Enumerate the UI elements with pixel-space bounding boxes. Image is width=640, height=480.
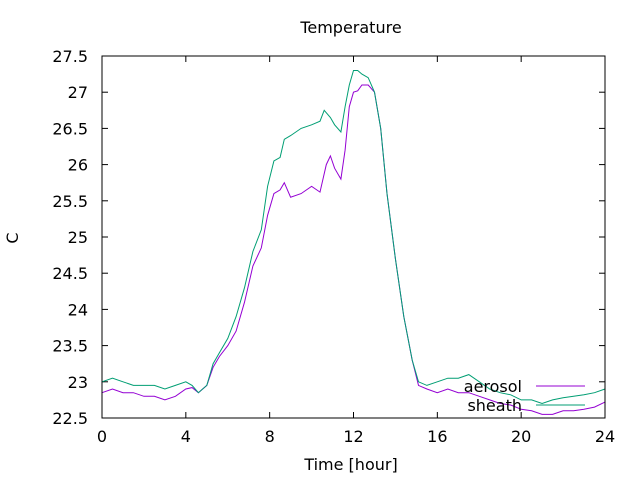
y-tick-label: 22.5	[52, 409, 88, 428]
x-tick-label: 4	[181, 427, 191, 446]
y-tick-label: 25.5	[52, 192, 88, 211]
x-axis-label: Time [hour]	[303, 455, 397, 474]
y-tick-label: 26.5	[52, 119, 88, 138]
legend: aerosol sheath	[464, 377, 585, 415]
chart-title: Temperature	[299, 18, 401, 37]
plot-frame	[101, 55, 606, 419]
axis-ticks: 0 4 8 12 16 20 24 22.5 23 23.5 24 24.5 25 25.5 26 26.5 2…	[52, 47, 615, 446]
x-tick-label: 8	[265, 427, 275, 446]
y-axis-label: C	[3, 232, 22, 243]
x-tick-label: 24	[595, 427, 615, 446]
y-tick-label: 24.5	[52, 264, 88, 283]
legend-label-sheath: sheath	[467, 396, 522, 415]
x-tick-label: 12	[343, 427, 363, 446]
y-tick-label: 25	[68, 228, 88, 247]
y-tick-label: 23.5	[52, 337, 88, 356]
series-line-sheath	[101, 70, 606, 405]
y-tick-label: 27	[68, 83, 88, 102]
x-tick-label: 16	[427, 427, 447, 446]
data-series	[101, 70, 606, 415]
y-tick-label: 26	[68, 156, 88, 175]
x-tick-label: 20	[511, 427, 531, 446]
y-tick-label: 23	[68, 373, 88, 392]
x-tick-label: 0	[97, 427, 107, 446]
y-tick-label: 27.5	[52, 47, 88, 66]
y-tick-label: 24	[68, 300, 88, 319]
series-line-aerosol	[101, 84, 606, 415]
legend-label-aerosol: aerosol	[464, 377, 522, 396]
